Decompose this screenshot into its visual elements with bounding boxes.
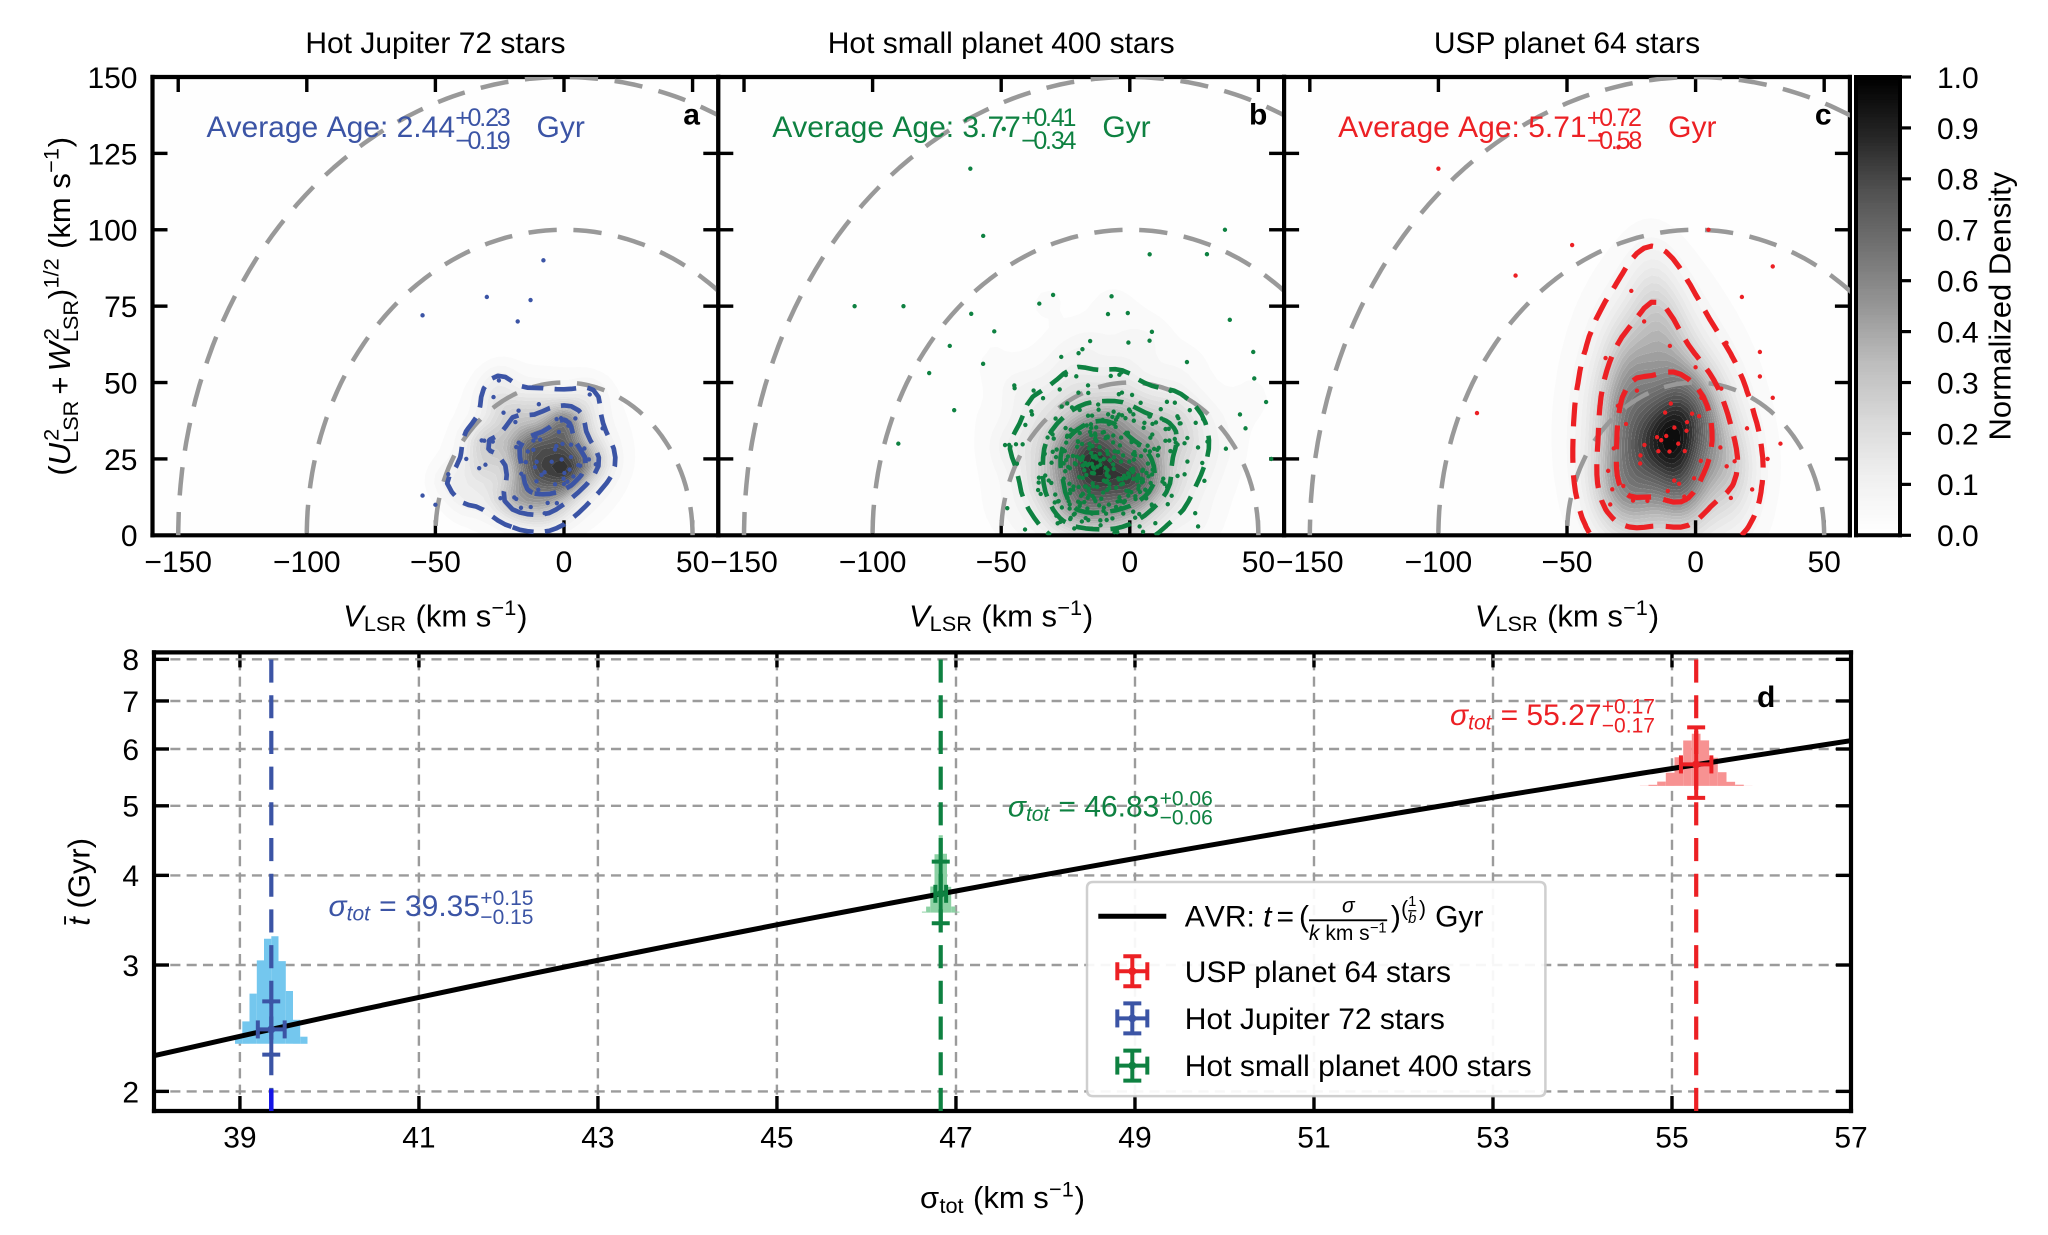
svg-text:−50: −50 [1542, 546, 1593, 579]
svg-text:51: 51 [1297, 1122, 1330, 1155]
svg-text:0.2: 0.2 [1937, 418, 1979, 451]
svg-text:0.1: 0.1 [1937, 469, 1979, 502]
svg-text:39: 39 [223, 1122, 256, 1155]
svg-text:A v e r: A v e r a g e A g e : 3 . 7 7 G y r + − … [772, 104, 1154, 155]
svg-text:0: 0 [1121, 546, 1138, 579]
svg-text:0: 0 [556, 546, 573, 579]
svg-text:A v e r: A v e r a g e A g e : 5 . 7 1 G y r + − … [1338, 104, 1720, 155]
svg-text:Normalized Density: Normalized Density [1983, 171, 2018, 440]
svg-text:σ ( k: σ ( k m s ) t o t − 1 [920, 1177, 1089, 1218]
svg-text:−50: −50 [410, 546, 461, 579]
svg-text:V L S R: V L S R − 1 ( k m s ) [1475, 595, 1659, 636]
svg-text:125: 125 [87, 138, 137, 171]
svg-text:75: 75 [104, 291, 137, 324]
svg-text:0.0: 0.0 [1937, 520, 1979, 553]
svg-text:7: 7 [122, 686, 139, 719]
svg-text:43: 43 [581, 1122, 614, 1155]
svg-text:49: 49 [1118, 1122, 1151, 1155]
svg-text:8: 8 [122, 644, 139, 677]
svg-text:USP planet 64 stars: USP planet 64 stars [1434, 27, 1700, 60]
svg-text:47: 47 [939, 1122, 972, 1155]
svg-text:A v e r: A v e r a g e A g e : 2 . 4 4 G y r + − … [207, 104, 589, 155]
svg-text:a: a [683, 99, 700, 132]
svg-text:150: 150 [87, 62, 137, 95]
svg-text:53: 53 [1476, 1122, 1509, 1155]
svg-text:0.7: 0.7 [1937, 215, 1979, 248]
svg-text:V L S R: V L S R − 1 ( k m s ) [343, 595, 527, 636]
svg-text:−100: −100 [839, 546, 907, 579]
svg-text:100: 100 [87, 215, 137, 248]
svg-text:b: b [1249, 99, 1267, 132]
svg-text:50: 50 [676, 546, 709, 579]
svg-text:−50: −50 [976, 546, 1027, 579]
svg-text:Hot small planet 400 stars: Hot small planet 400 stars [828, 27, 1175, 60]
svg-text:57: 57 [1834, 1122, 1867, 1155]
svg-text:2: 2 [122, 1076, 139, 1109]
svg-text:−150: −150 [1276, 546, 1344, 579]
svg-text:1.0: 1.0 [1937, 62, 1979, 95]
svg-text:50: 50 [1807, 546, 1840, 579]
svg-text:Hot small planet 400 stars: Hot small planet 400 stars [1185, 1050, 1532, 1083]
svg-text:0.9: 0.9 [1937, 113, 1979, 146]
svg-text:0.3: 0.3 [1937, 367, 1979, 400]
svg-text:5: 5 [122, 791, 139, 824]
svg-text:Hot Jupiter 72 stars: Hot Jupiter 72 stars [305, 27, 565, 60]
svg-text:̄ ( G: ̄ ( G y r ) t [62, 834, 97, 926]
svg-text:50: 50 [104, 367, 137, 400]
svg-text:Hot Jupiter 72 stars: Hot Jupiter 72 stars [1185, 1003, 1445, 1036]
svg-text:41: 41 [402, 1122, 435, 1155]
svg-text:V L S R: V L S R − 1 ( k m s ) [909, 595, 1093, 636]
svg-text:( + ): ( + ) ( k m s ) U W L 2 S R L 2 S R 1 / … [38, 133, 83, 476]
svg-text:d: d [1757, 681, 1775, 714]
svg-text:0.6: 0.6 [1937, 266, 1979, 299]
svg-text:50: 50 [1242, 546, 1275, 579]
svg-text:45: 45 [760, 1122, 793, 1155]
svg-text:55: 55 [1655, 1122, 1688, 1155]
svg-text:4: 4 [122, 860, 139, 893]
svg-text:σ t o t: σ t o t = 5 5 . 2 7 + − 0 0 . . 1 1 7 7 [1450, 696, 1659, 738]
svg-text:0: 0 [1687, 546, 1704, 579]
svg-text:−150: −150 [710, 546, 778, 579]
svg-text:−100: −100 [1405, 546, 1473, 579]
svg-text:σ t o t: σ t o t = 3 9 . 3 5 + − 0 0 . . 1 1 5 5 [329, 887, 538, 929]
svg-text:0.8: 0.8 [1937, 164, 1979, 197]
svg-text:−100: −100 [273, 546, 341, 579]
svg-text:σ t o t: σ t o t = 4 6 . 8 3 + − 0 0 . . 0 0 6 6 [1008, 787, 1217, 829]
svg-text:USP planet 64 stars: USP planet 64 stars [1185, 956, 1451, 989]
svg-text:0.4: 0.4 [1937, 316, 1979, 349]
svg-text:6: 6 [122, 734, 139, 767]
svg-text:0: 0 [121, 520, 138, 553]
svg-text:−150: −150 [144, 546, 212, 579]
svg-text:A V R :: A V R : = ( ) G y r t k σ k m s ( ) − 1 … [1185, 893, 1488, 945]
svg-text:25: 25 [104, 444, 137, 477]
svg-text:3: 3 [122, 950, 139, 983]
svg-text:c: c [1815, 99, 1832, 132]
